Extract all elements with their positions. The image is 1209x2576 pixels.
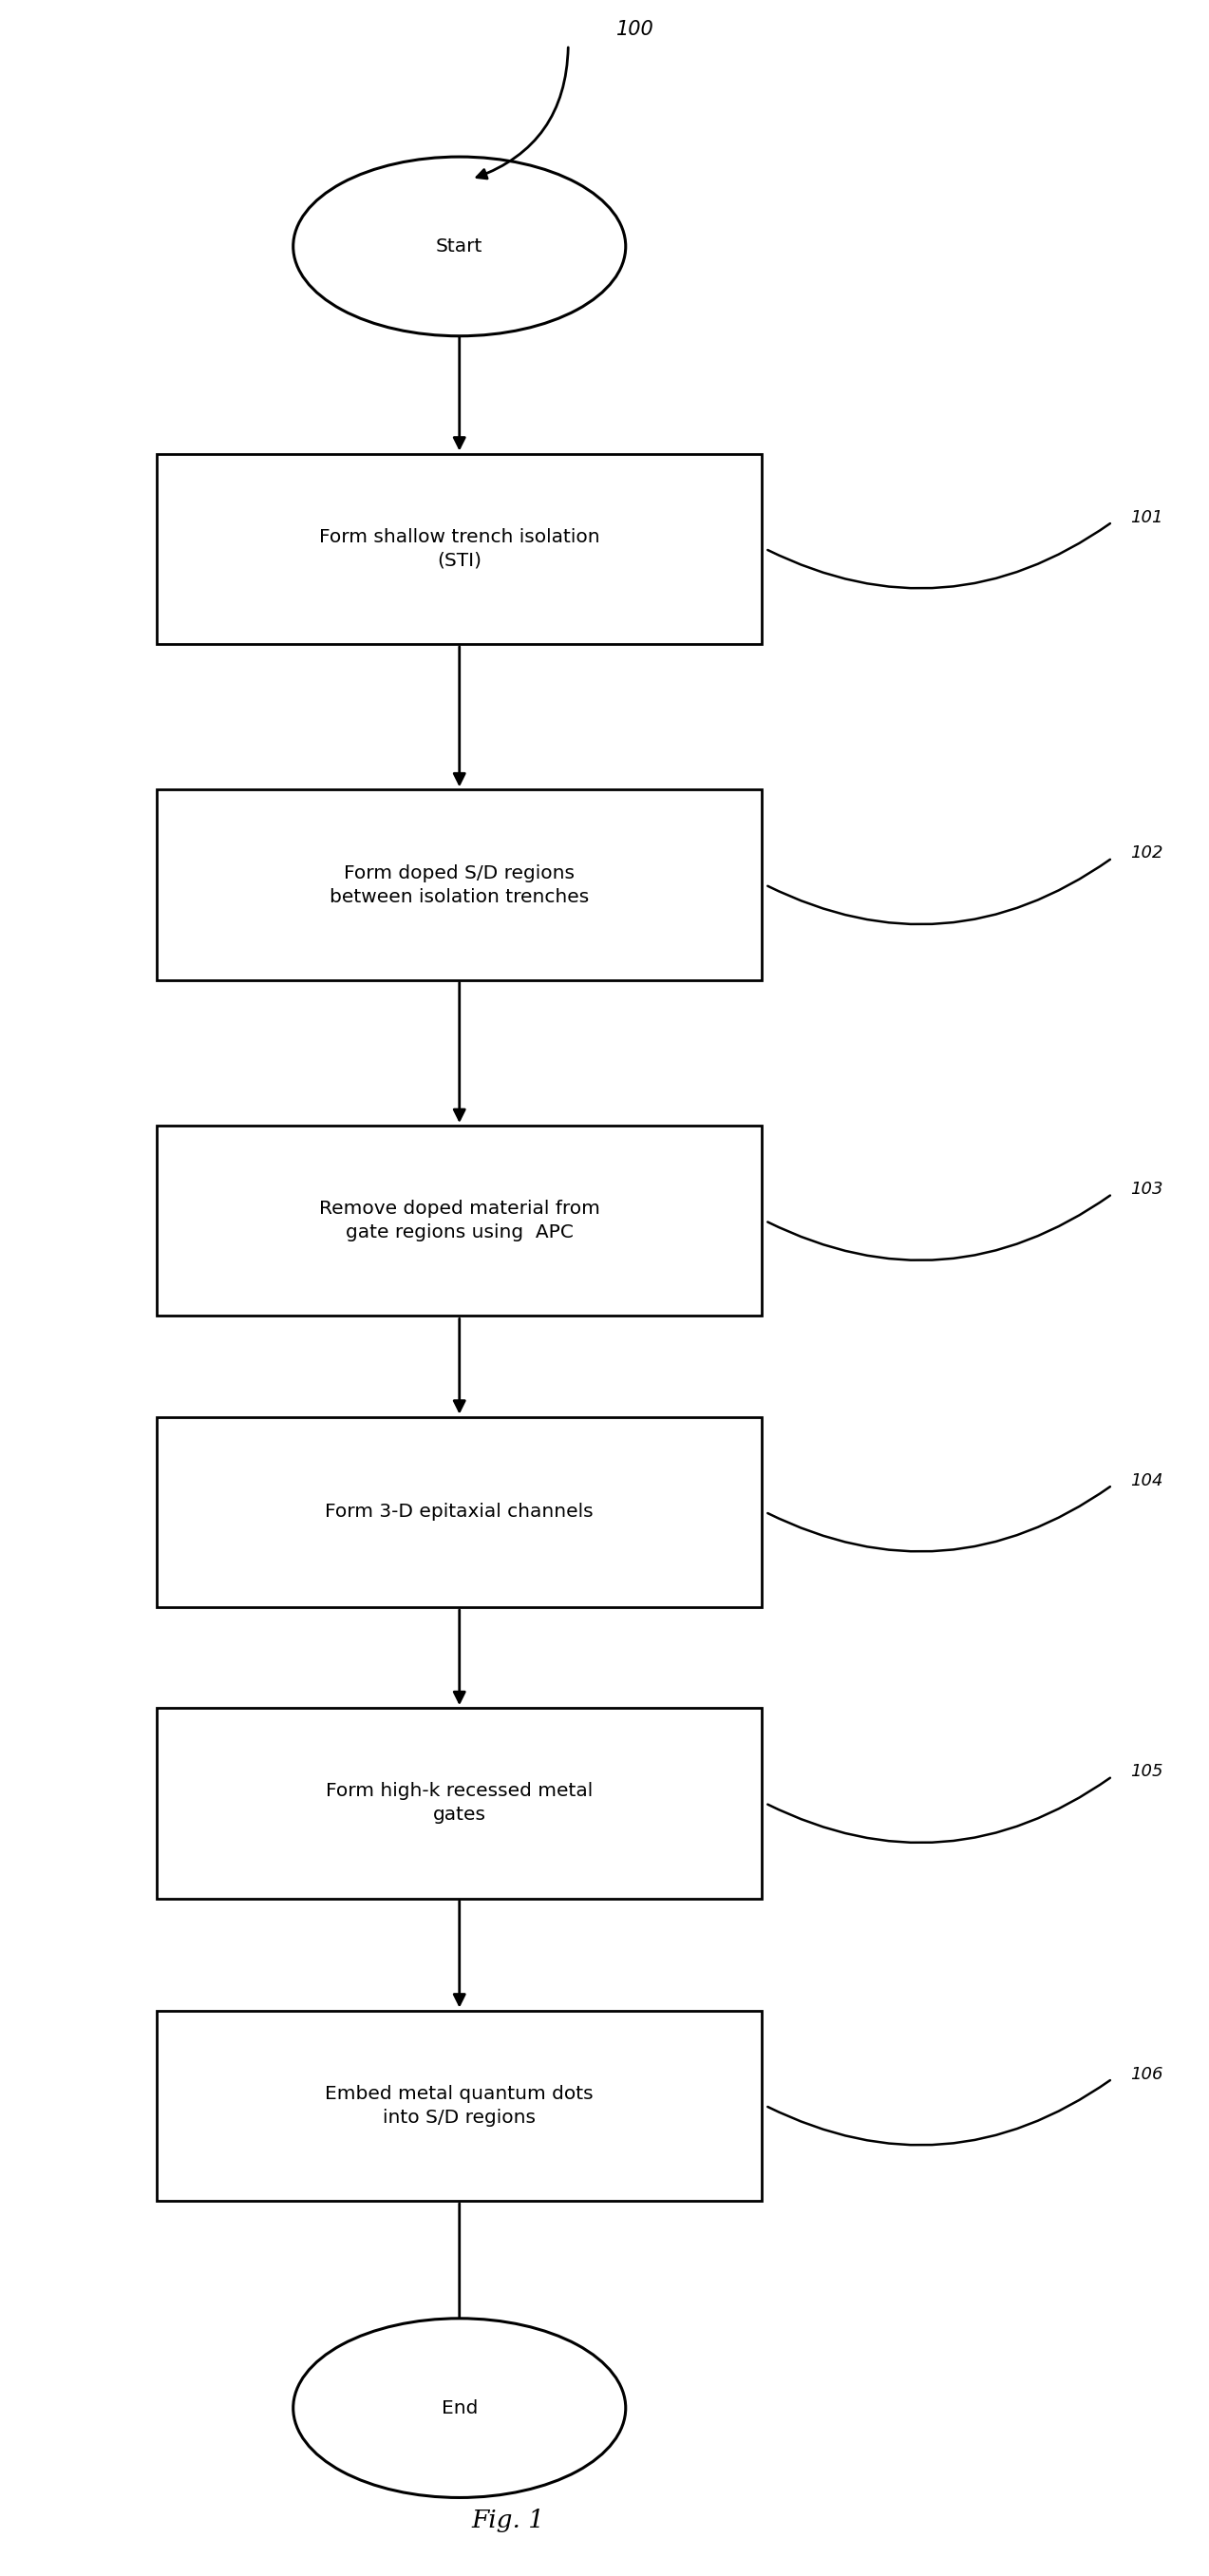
Text: Form 3-D epitaxial channels: Form 3-D epitaxial channels bbox=[325, 1502, 594, 1520]
Text: 101: 101 bbox=[1130, 510, 1163, 526]
Ellipse shape bbox=[293, 157, 626, 335]
Text: 100: 100 bbox=[617, 21, 654, 39]
Text: Form high-k recessed metal
gates: Form high-k recessed metal gates bbox=[326, 1783, 592, 1824]
FancyBboxPatch shape bbox=[157, 2009, 762, 2200]
FancyBboxPatch shape bbox=[157, 791, 762, 979]
Text: Start: Start bbox=[436, 237, 482, 255]
Text: Form doped S/D regions
between isolation trenches: Form doped S/D regions between isolation… bbox=[330, 863, 589, 907]
FancyBboxPatch shape bbox=[157, 453, 762, 644]
Text: 104: 104 bbox=[1130, 1471, 1163, 1489]
Text: 105: 105 bbox=[1130, 1765, 1163, 1780]
Ellipse shape bbox=[293, 2318, 626, 2499]
FancyBboxPatch shape bbox=[157, 1708, 762, 1899]
Text: End: End bbox=[441, 2398, 478, 2416]
Text: Embed metal quantum dots
into S/D regions: Embed metal quantum dots into S/D region… bbox=[325, 2084, 594, 2128]
FancyBboxPatch shape bbox=[157, 1126, 762, 1316]
Text: 106: 106 bbox=[1130, 2066, 1163, 2084]
Text: 102: 102 bbox=[1130, 845, 1163, 863]
Text: 103: 103 bbox=[1130, 1180, 1163, 1198]
Text: Form shallow trench isolation
(STI): Form shallow trench isolation (STI) bbox=[319, 528, 600, 569]
Text: Remove doped material from
gate regions using  APC: Remove doped material from gate regions … bbox=[319, 1200, 600, 1242]
Text: Fig. 1: Fig. 1 bbox=[472, 2509, 544, 2532]
FancyBboxPatch shape bbox=[157, 1417, 762, 1607]
